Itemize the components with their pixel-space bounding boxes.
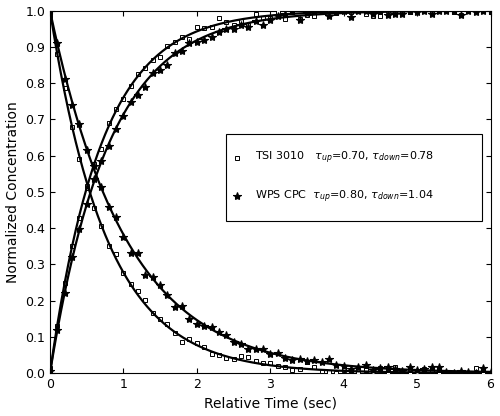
X-axis label: Relative Time (sec): Relative Time (sec): [204, 396, 336, 411]
Bar: [226, 134, 481, 221]
Y-axis label: Normalized Concentration: Normalized Concentration: [6, 101, 20, 282]
Text: WPS CPC  $\tau_{up}$=0.80, $\tau_{down}$=1.04: WPS CPC $\tau_{up}$=0.80, $\tau_{down}$=…: [255, 188, 434, 205]
Text: TSI 3010   $\tau_{up}$=0.70, $\tau_{down}$=0.78: TSI 3010 $\tau_{up}$=0.70, $\tau_{down}$…: [255, 150, 434, 166]
